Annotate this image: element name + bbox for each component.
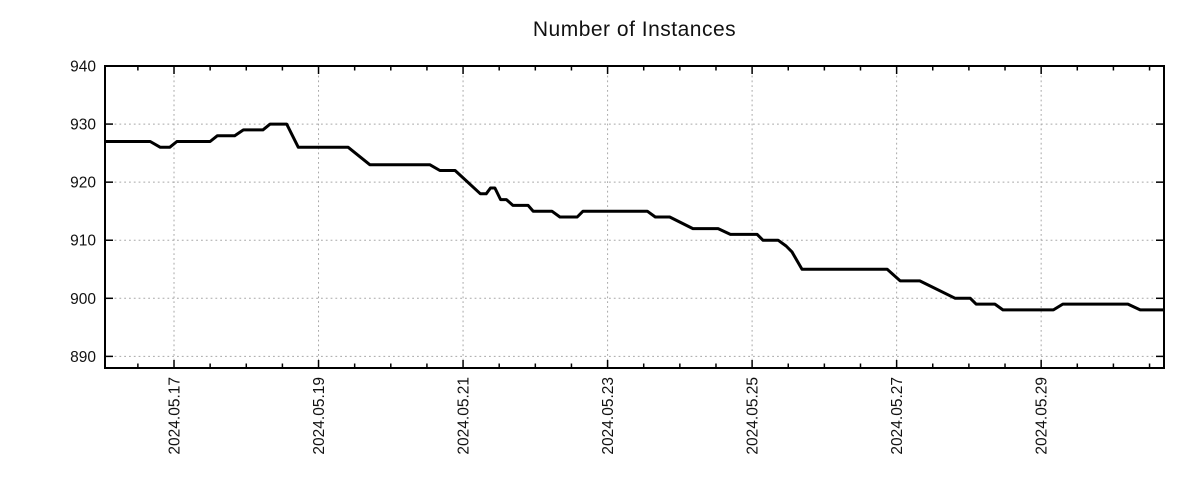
x-tick-label: 2024.05.23 xyxy=(600,377,617,455)
y-tick-label: 900 xyxy=(70,291,96,308)
axis-border xyxy=(104,65,1165,369)
x-tick-label: 2024.05.17 xyxy=(167,377,184,455)
x-tick-label: 2024.05.29 xyxy=(1034,377,1051,455)
x-tick-label: 2024.05.21 xyxy=(456,377,473,455)
x-tick-label: 2024.05.19 xyxy=(311,377,328,455)
x-tick-label: 2024.05.25 xyxy=(745,377,762,455)
chart-title: Number of Instances xyxy=(532,18,737,41)
y-tick-label: 890 xyxy=(70,349,96,366)
y-tick-label: 940 xyxy=(70,59,96,76)
data-line xyxy=(105,122,1164,312)
y-tick-label: 910 xyxy=(70,233,96,250)
y-tick-label: 930 xyxy=(70,117,96,134)
y-tick-label: 920 xyxy=(70,175,96,192)
x-tick-label: 2024.05.27 xyxy=(889,377,906,455)
